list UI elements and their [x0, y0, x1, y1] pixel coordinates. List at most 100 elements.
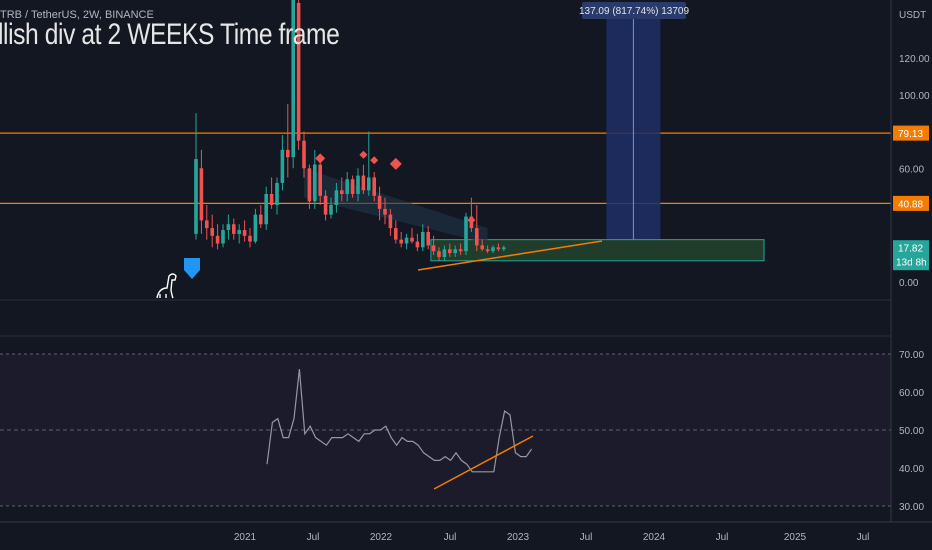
candle-body[interactable] [221, 230, 225, 244]
sell-signal-diamond [467, 216, 476, 225]
candle-body[interactable] [442, 249, 447, 257]
candle-body[interactable] [415, 241, 420, 248]
rsi-line[interactable] [266, 369, 533, 473]
price-tag-label: 17.82 [898, 244, 923, 255]
price-axis-tick: 0.00 [899, 278, 919, 289]
price-tag-bg [893, 240, 929, 271]
candle-body[interactable] [458, 249, 463, 252]
candle-body[interactable] [307, 168, 312, 202]
currency-label: USDT [899, 10, 926, 21]
rsi-axis-tick: 50.00 [899, 426, 924, 437]
dino-icon [156, 273, 177, 299]
candle-body[interactable] [242, 230, 247, 236]
candle-body[interactable] [491, 247, 495, 252]
candle-body[interactable] [323, 195, 328, 215]
support-zone[interactable] [430, 239, 765, 262]
candle-body[interactable] [394, 228, 398, 240]
candle-body[interactable] [404, 237, 409, 244]
candle-body[interactable] [226, 224, 231, 231]
price-tags: 79.13 40.88 17.82 13d 8h [893, 125, 929, 271]
candle-body[interactable] [237, 230, 241, 234]
candle-body[interactable] [340, 190, 344, 194]
price-tag-bg [893, 195, 929, 211]
symbol-info[interactable]: TRB / TetherUS, 2W, BINANCE [0, 9, 154, 21]
candle-body[interactable] [248, 235, 252, 242]
candle-body[interactable] [334, 190, 339, 205]
rsi-divergence-line[interactable] [433, 435, 534, 490]
candle-body[interactable] [264, 193, 268, 225]
candle-body[interactable] [399, 239, 403, 244]
candle-body[interactable] [431, 245, 436, 252]
time-axis-label: Jul [307, 532, 320, 543]
candle-body[interactable] [259, 214, 263, 225]
price-axis-tick: 120.00 [899, 54, 930, 65]
sell-signal-diamond [370, 156, 379, 165]
time-axis-label: Jul [716, 532, 729, 543]
time-axis-label: 2025 [784, 532, 807, 543]
trend-channel [304, 168, 488, 244]
measure-label: 137.09 (817.74%) 13709 [579, 6, 690, 17]
candle-body[interactable] [318, 164, 322, 196]
candle-body[interactable] [496, 247, 501, 250]
support-trendline[interactable] [417, 240, 603, 271]
candle-body[interactable] [205, 220, 209, 229]
candle-body[interactable] [253, 214, 258, 242]
candle-body[interactable] [448, 249, 452, 254]
candle-body[interactable] [377, 195, 382, 209]
idea-title: llish div at 2 WEEKS Time frame [0, 18, 340, 51]
candle-body[interactable] [464, 216, 468, 252]
price-pane[interactable]: 137.09 (817.74%) 13709 [0, 0, 891, 299]
candle-body[interactable] [215, 235, 220, 244]
candle-body[interactable] [199, 168, 204, 221]
candle-body[interactable] [194, 159, 198, 234]
buy-signal-arrow [184, 258, 200, 279]
candle-body[interactable] [329, 205, 333, 215]
time-axis-label: Jul [580, 532, 593, 543]
candle-body[interactable] [421, 231, 425, 248]
candle-body[interactable] [313, 164, 317, 202]
bar-countdown: 13d 8h [896, 258, 927, 269]
rsi-axis-tick: 70.00 [899, 350, 924, 361]
candle-body[interactable] [286, 149, 290, 158]
time-axis-label: Jul [857, 532, 870, 543]
candle-body[interactable] [361, 175, 366, 191]
measure-label-bg [582, 2, 686, 19]
price-axis-tick: 60.00 [899, 164, 924, 175]
candle-body[interactable] [426, 231, 430, 246]
price-tag-bg [893, 125, 929, 141]
price-tag-label: 40.88 [898, 199, 923, 210]
candle-body[interactable] [485, 249, 490, 252]
rsi-axis-tick: 40.00 [899, 464, 924, 475]
candle-body[interactable] [280, 149, 285, 183]
candle-body[interactable] [502, 247, 506, 250]
candle-body[interactable] [210, 228, 214, 236]
time-axis-label: 2023 [507, 532, 530, 543]
rsi-axis-tick: 60.00 [899, 388, 924, 399]
candle-body[interactable] [367, 177, 371, 191]
candle-body[interactable] [410, 237, 414, 242]
price-tag-label: 79.13 [898, 129, 923, 140]
candle-body[interactable] [480, 245, 484, 250]
candle-body[interactable] [302, 140, 306, 169]
candle-body[interactable] [356, 175, 360, 194]
candle-body[interactable] [372, 177, 376, 196]
time-axis-label: 2021 [234, 532, 257, 543]
rsi-pane[interactable] [0, 353, 891, 507]
candle-body[interactable] [388, 214, 393, 229]
candle-body[interactable] [453, 249, 457, 254]
sell-signal-diamond [359, 150, 368, 159]
candle-body[interactable] [269, 193, 274, 205]
candle-body[interactable] [345, 179, 349, 194]
candle-body[interactable] [291, 0, 295, 158]
candle-body[interactable] [232, 224, 236, 234]
candle-body[interactable] [475, 228, 479, 246]
time-axis-label: Jul [444, 532, 457, 543]
candle-body[interactable] [437, 251, 441, 257]
candle-body[interactable] [275, 182, 279, 205]
price-axis-tick: 100.00 [899, 91, 930, 102]
time-axis-label: 2022 [370, 532, 393, 543]
candle-body[interactable] [383, 208, 387, 215]
candle-body[interactable] [296, 2, 301, 141]
candle-body[interactable] [350, 179, 355, 194]
